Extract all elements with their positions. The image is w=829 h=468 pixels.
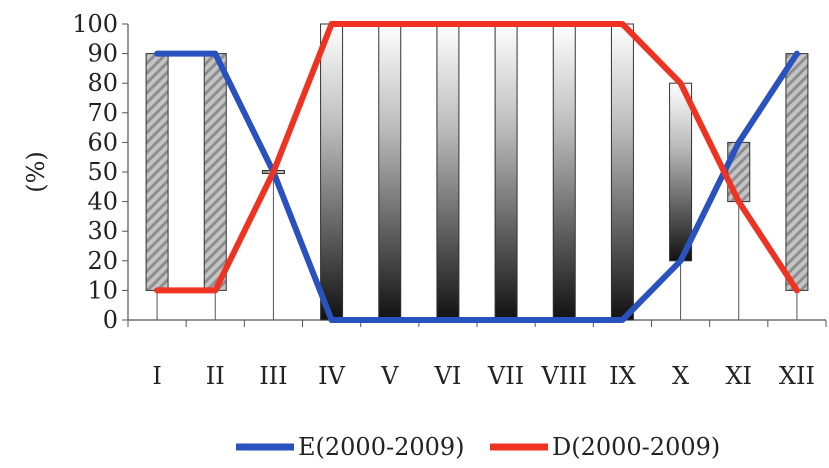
x-tick-label: XI: [725, 362, 752, 390]
y-tick-label: 30: [87, 217, 118, 245]
x-tick-label: XII: [779, 362, 815, 390]
series-line-d: [154, 21, 800, 294]
y-tick-label: 40: [87, 188, 118, 216]
axes: [122, 23, 827, 327]
x-tick-label: V: [380, 362, 399, 390]
range-bar-viii: [552, 23, 576, 321]
range-bar-iv: [320, 23, 344, 321]
x-tick-label: X: [672, 362, 689, 390]
x-tick-label: I: [152, 362, 161, 390]
x-tick-label: VI: [434, 362, 462, 390]
y-tick-label: 50: [87, 158, 118, 186]
y-tick-label: 80: [87, 69, 118, 97]
x-tick-label: III: [259, 362, 287, 390]
x-tick-label: IX: [609, 362, 636, 390]
x-tick-label: IV: [318, 362, 345, 390]
y-tick-label: 0: [103, 306, 118, 334]
range-bar-vii: [494, 23, 518, 321]
y-axis-label: (%): [22, 151, 50, 193]
series-lines: [154, 21, 800, 323]
y-tick-label: 10: [87, 276, 118, 304]
y-tick-label: 90: [87, 40, 118, 68]
y-tick-label: 100: [72, 10, 118, 38]
range-bar-x: [669, 82, 693, 262]
range-bar-ix: [610, 23, 634, 321]
x-tick-label: II: [206, 362, 225, 390]
x-tick-label: VII: [487, 362, 524, 390]
range-bar-xii: [785, 53, 809, 291]
legend: E(2000-2009) D(2000-2009): [236, 433, 720, 461]
legend-label: D(2000-2009): [552, 433, 720, 461]
series-line-e: [154, 50, 800, 323]
range-bar-i: [145, 53, 169, 291]
range-bar-ii: [203, 53, 227, 291]
x-tick-label: VIII: [540, 362, 587, 390]
y-tick-label: 60: [87, 128, 118, 156]
y-tick-label: 20: [87, 247, 118, 275]
legend-label: E(2000-2009): [298, 433, 465, 461]
range-bar-vi: [436, 23, 460, 321]
range-bar-v: [378, 23, 402, 321]
y-tick-label: 70: [87, 99, 118, 127]
range-bars: [145, 23, 809, 321]
